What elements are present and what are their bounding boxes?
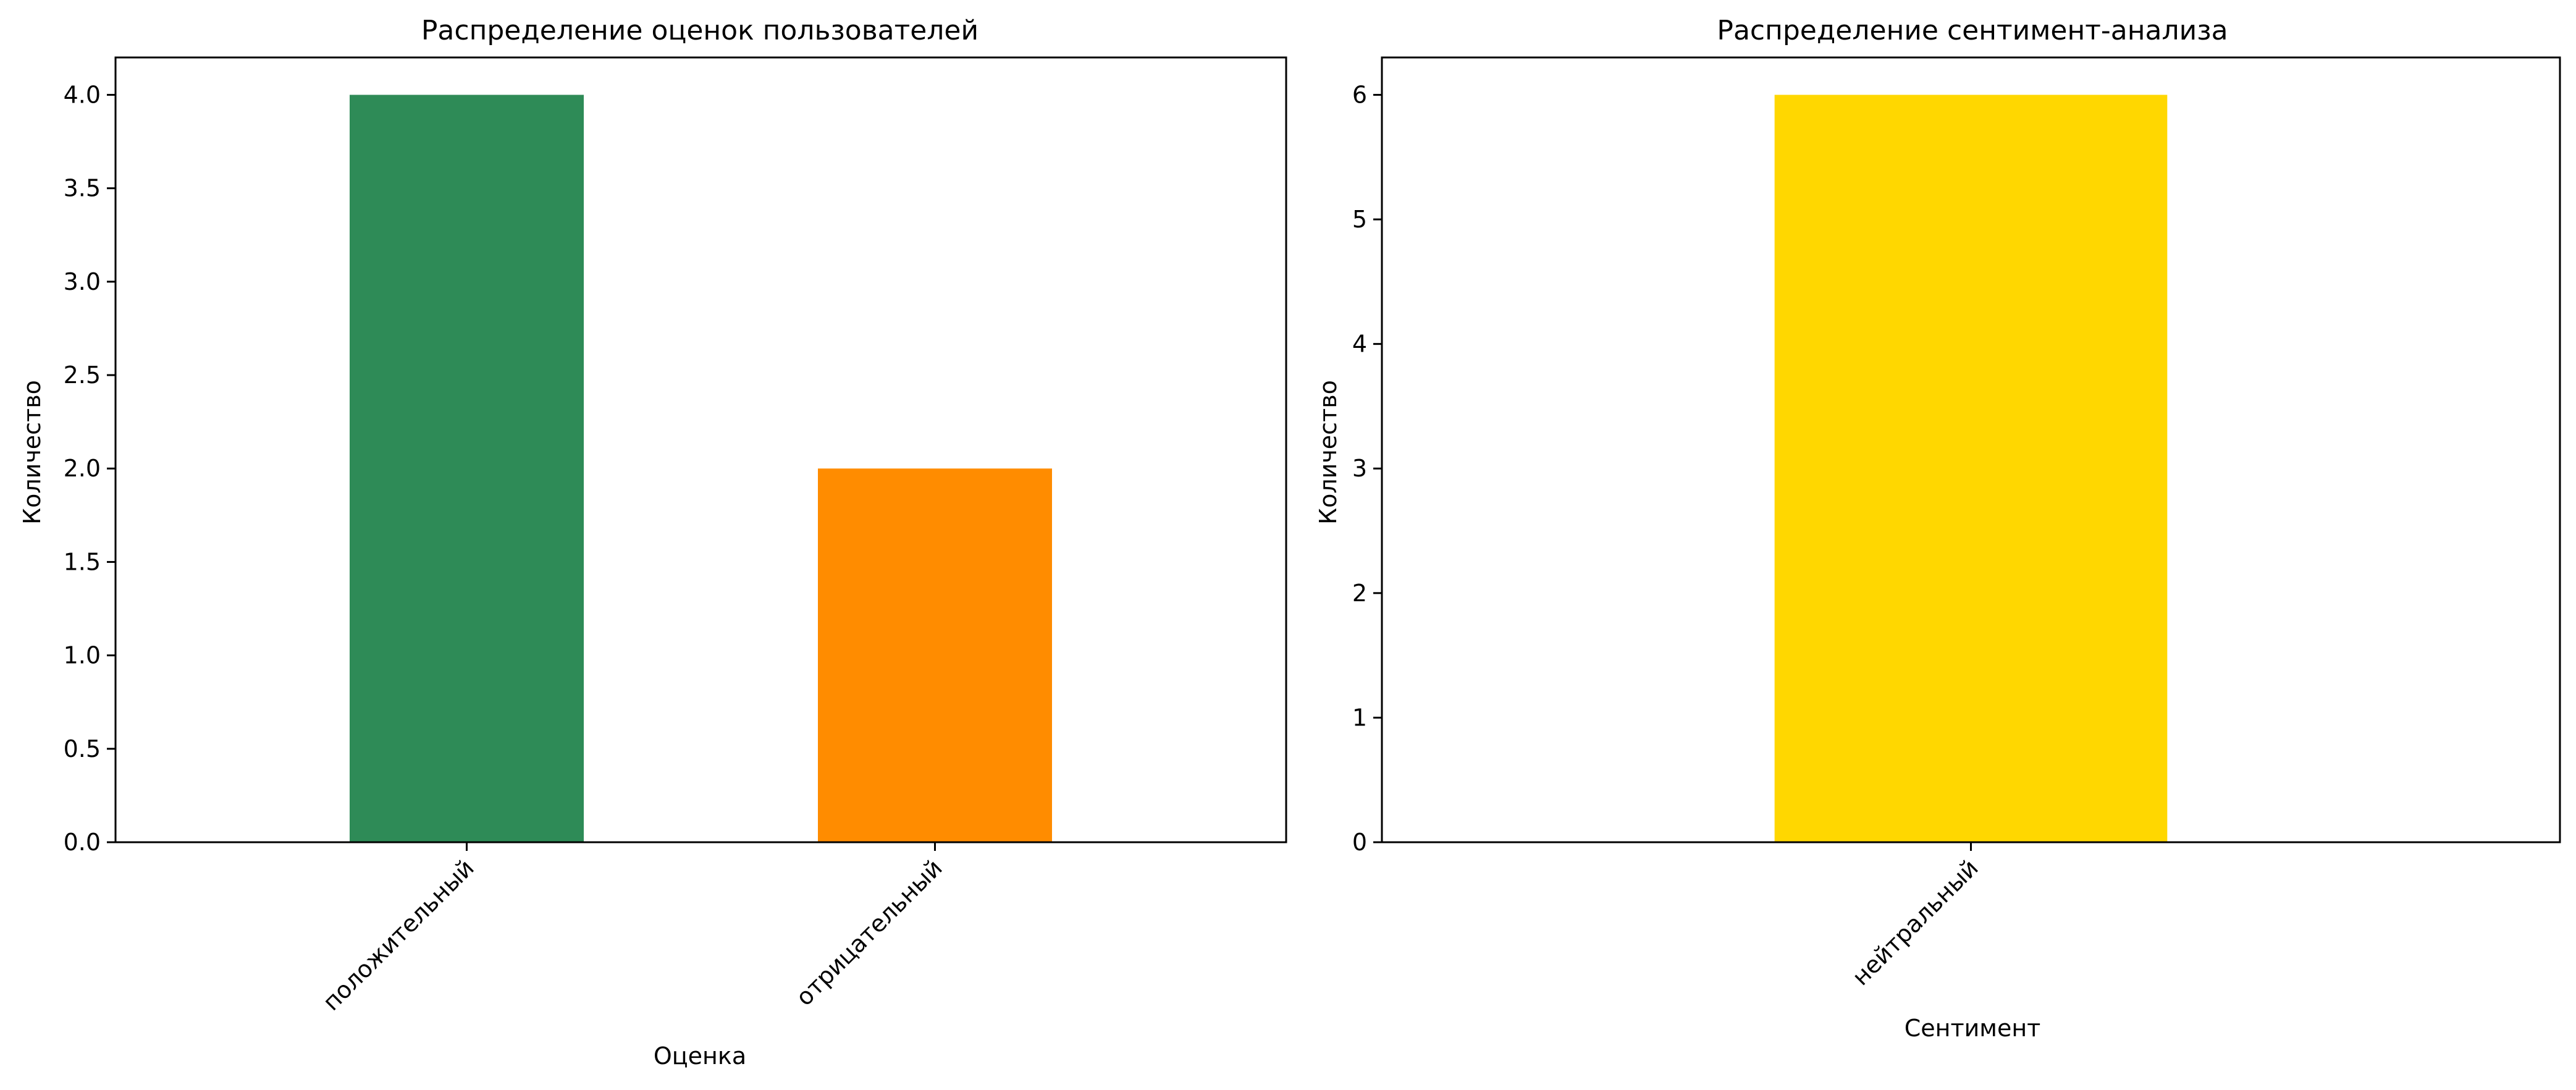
y-tick-label: 2 [1352,580,1367,607]
chart-ratings: Распределение оценок пользователей Колич… [19,15,1287,1070]
chart-title: Распределение сентимент-анализа [1717,15,2228,46]
x-ticks-group: нейтральный [1847,842,1984,991]
y-tick-label: 4 [1352,331,1367,358]
bars-group [1774,95,2168,842]
y-tick-label: 6 [1352,81,1367,108]
y-axis-label: Количество [19,380,46,525]
bar-1 [1774,95,2168,842]
y-tick-label: 4.0 [64,81,101,108]
bar-1 [350,95,584,842]
chart-title: Распределение оценок пользователей [421,15,979,46]
y-ticks-group: 0 1 2 3 4 5 6 [1352,81,1382,856]
x-axis-label: Сентимент [1905,1015,2041,1042]
x-axis-label: Оценка [654,1042,746,1070]
y-tick-label: 0.0 [64,829,101,856]
plot-frame [114,56,1287,843]
y-tick-label: 0.5 [64,735,101,763]
y-tick-label: 3.0 [64,268,101,295]
y-axis-label: Количество [1315,380,1342,525]
bars-group [350,95,1052,842]
plot-frame [1381,56,2561,843]
y-tick-label: 1.0 [64,642,101,669]
y-tick-label: 2.5 [64,361,101,389]
y-tick-label: 1 [1352,704,1367,731]
y-tick-label: 3.5 [64,175,101,202]
y-tick-label: 5 [1352,206,1367,233]
y-tick-label: 0 [1352,829,1367,856]
x-tick-label: отрицательный [791,854,948,1011]
x-tick-label: положительный [318,854,479,1016]
x-ticks-group: положительный отрицательный [318,842,948,1016]
y-ticks-group: 0.0 0.5 1.0 1.5 2.0 2.5 3.0 3.5 4.0 [64,81,116,856]
x-tick-label: нейтральный [1847,854,1984,991]
y-tick-label: 1.5 [64,548,101,575]
y-tick-label: 3 [1352,455,1367,482]
y-tick-label: 2.0 [64,455,101,482]
bar-2 [818,468,1052,842]
chart-sentiment: Распределение сентимент-анализа Количест… [1315,15,2561,1042]
